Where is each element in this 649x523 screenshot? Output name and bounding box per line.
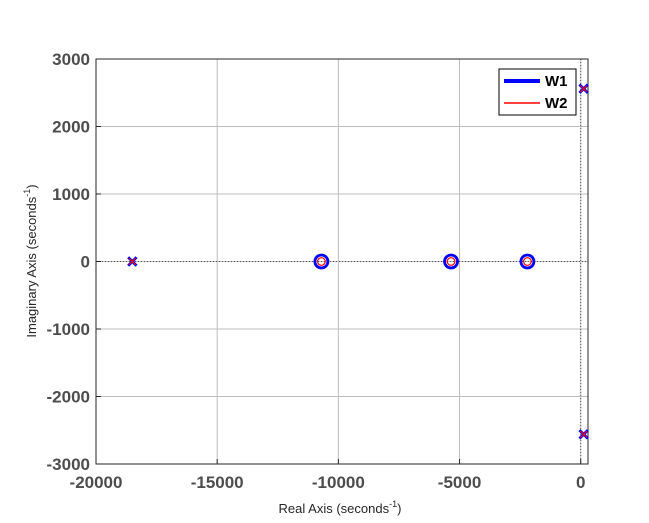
- x-tick-label: -20000: [70, 473, 123, 492]
- y-tick-label: -1000: [47, 320, 90, 339]
- y-tick-label: -2000: [47, 388, 90, 407]
- zero-marker-w1: [313, 253, 330, 270]
- x-tick-label: -5000: [438, 473, 481, 492]
- markers: [127, 83, 589, 440]
- y-tick-label: 0: [81, 253, 90, 272]
- y-axis-label: Imaginary Axis (seconds-1): [22, 184, 39, 337]
- zero-marker-w2: [316, 257, 326, 266]
- reference-lines: [96, 59, 588, 464]
- zero-marker-w1: [443, 253, 459, 270]
- y-tick-label: 3000: [52, 50, 90, 69]
- legend: W1 W2: [498, 68, 577, 116]
- zero-marker-w2: [523, 257, 532, 266]
- ticks: -20000 -15000 -10000 -5000 0-3000-2000-10000…: [47, 50, 586, 492]
- pole-marker-w2: [128, 257, 136, 266]
- x-axis-label: Real Axis (seconds-1): [279, 499, 402, 516]
- pole-marker-w2: [580, 85, 588, 93]
- zero-marker-w2: [446, 257, 456, 266]
- y-tick-label: -3000: [47, 455, 90, 474]
- x-tick-label: 0: [576, 473, 585, 492]
- y-tick-label: 1000: [52, 185, 90, 204]
- x-tick-label: -10000: [312, 473, 365, 492]
- pole-marker-w2: [580, 430, 588, 438]
- x-tick-label: -15000: [191, 473, 244, 492]
- legend-label-w1: W1: [545, 73, 568, 90]
- legend-label-w2: W2: [545, 95, 568, 112]
- legend-box: [498, 68, 577, 116]
- zero-marker-w1: [519, 253, 536, 270]
- y-tick-label: 2000: [52, 118, 90, 137]
